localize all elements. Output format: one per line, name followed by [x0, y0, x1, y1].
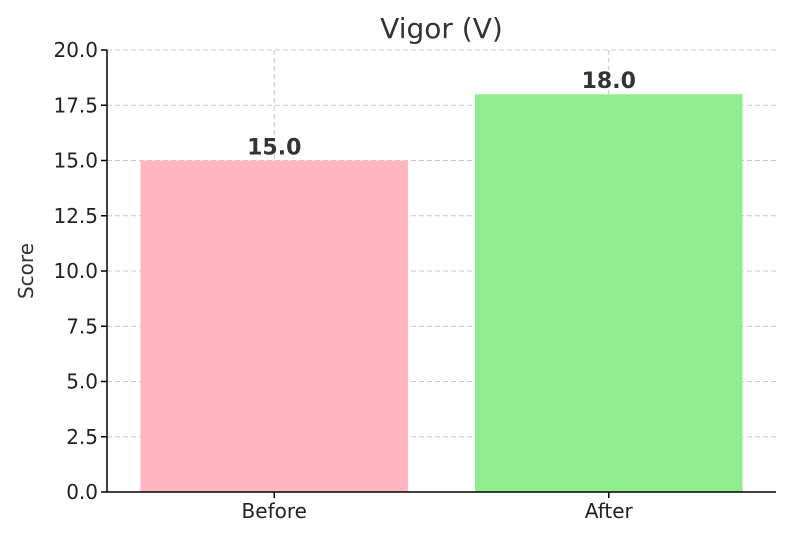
bar-before: [140, 160, 409, 492]
y-tick-label: 7.5: [66, 314, 98, 338]
y-axis-label: Score: [14, 243, 38, 299]
y-tick-label: 12.5: [53, 204, 98, 228]
tick-labels: 0.0 2.5 5.0 7.5 10.0 12.5 15.0 17.5 20.0 Before Af…: [53, 38, 633, 523]
x-tick-label: Before: [242, 499, 307, 523]
y-tick-label: 17.5: [53, 93, 98, 117]
x-tick-label: After: [585, 499, 634, 523]
data-label-after: 18.0: [582, 69, 636, 94]
y-tick-label: 20.0: [53, 38, 98, 62]
y-tick-label: 5.0: [66, 370, 98, 394]
y-tick-label: 10.0: [53, 259, 98, 283]
data-labels: 15.0 18.0: [247, 69, 636, 160]
y-tick-label: 0.0: [66, 480, 98, 504]
bars: [140, 94, 743, 492]
chart-title: Vigor (V): [380, 12, 503, 45]
y-tick-label: 2.5: [66, 425, 98, 449]
y-tick-label: 15.0: [53, 149, 98, 173]
bar-after: [474, 94, 743, 492]
data-label-before: 15.0: [247, 136, 301, 161]
